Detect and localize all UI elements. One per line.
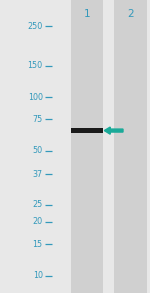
- Text: 2: 2: [127, 9, 134, 19]
- Bar: [70, 128, 104, 133]
- Text: 20: 20: [33, 217, 43, 226]
- Text: 25: 25: [33, 200, 43, 209]
- Text: 1: 1: [84, 9, 90, 19]
- Bar: [70, 0, 104, 293]
- FancyArrow shape: [104, 127, 123, 134]
- Text: 50: 50: [33, 146, 43, 155]
- Text: 150: 150: [28, 61, 43, 70]
- Text: 15: 15: [33, 240, 43, 249]
- Bar: [114, 0, 147, 293]
- Text: 10: 10: [33, 271, 43, 280]
- Text: 100: 100: [28, 93, 43, 102]
- Text: 250: 250: [27, 22, 43, 30]
- Text: 37: 37: [33, 170, 43, 179]
- Text: 75: 75: [33, 115, 43, 124]
